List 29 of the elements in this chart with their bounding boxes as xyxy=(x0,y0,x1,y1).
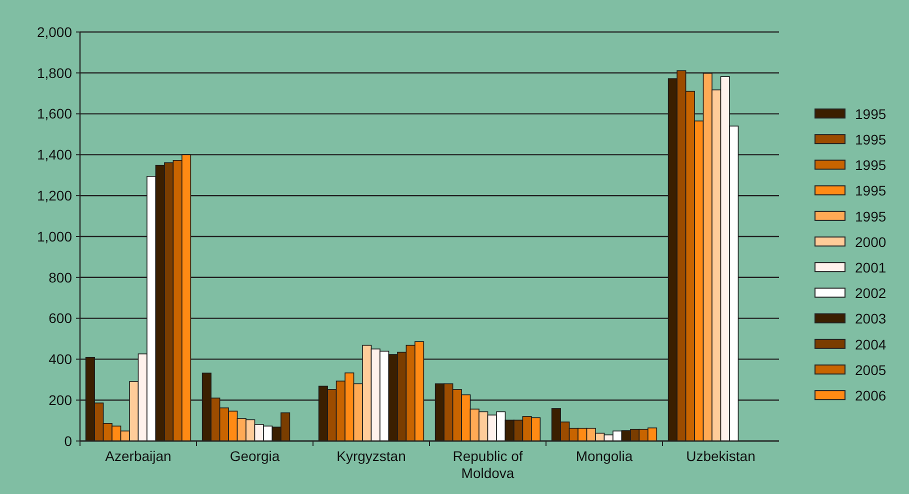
x-tick-label: Mongolia xyxy=(576,448,633,464)
y-tick-label: 1,200 xyxy=(36,188,72,204)
y-tick-label: 200 xyxy=(48,392,72,408)
y-tick-label: 400 xyxy=(48,351,72,368)
y-tick-label: 1,000 xyxy=(36,228,72,244)
y-tick-label: 0 xyxy=(64,432,72,449)
x-tick-label: Azerbaijan xyxy=(105,448,172,464)
legend-label: 2005 xyxy=(855,362,886,378)
legend-label: 2004 xyxy=(855,336,886,352)
x-tick-label: Georgia xyxy=(230,448,280,464)
y-tick-label: 1,600 xyxy=(36,106,72,122)
legend-label: 2003 xyxy=(855,310,886,327)
legend-label: 1995 xyxy=(855,132,886,148)
legend-label: 2002 xyxy=(855,285,886,302)
y-tick-label: 1,800 xyxy=(36,64,72,81)
legend-label: 1995 xyxy=(855,106,886,122)
y-tick-label: 1,400 xyxy=(36,146,72,163)
legend-label: 1995 xyxy=(855,208,886,224)
x-tick-label: Uzbekistan xyxy=(686,448,756,464)
y-tick-label: 800 xyxy=(48,269,72,286)
y-tick-label: 2,000 xyxy=(36,24,72,40)
legend-label: 2006 xyxy=(855,388,886,404)
legend-label: 1995 xyxy=(855,157,886,174)
x-tick-label: Kyrgyzstan xyxy=(336,448,406,464)
legend-label: 2000 xyxy=(855,234,886,250)
y-tick-label: 600 xyxy=(48,310,72,326)
x-tick-label: Republic of Moldova xyxy=(452,448,523,481)
legend-label: 1995 xyxy=(855,182,886,199)
legend-label: 2001 xyxy=(855,260,886,276)
